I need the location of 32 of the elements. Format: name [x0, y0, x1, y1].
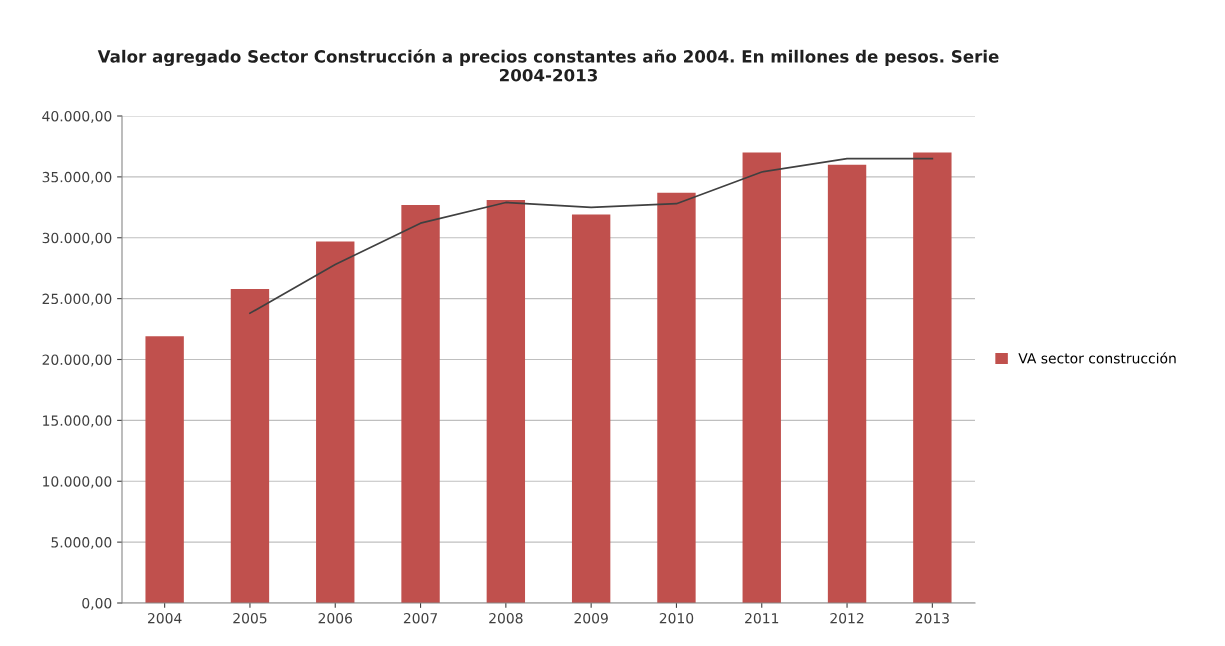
bar	[230, 288, 270, 603]
bar	[827, 164, 867, 603]
x-tick-label: 2011	[745, 612, 779, 624]
y-tick-label: 0,00	[82, 597, 112, 610]
x-tick-label: 2012	[830, 612, 864, 624]
y-tick-label: 10.000,00	[43, 476, 112, 489]
x-tick-label: 2010	[659, 612, 694, 624]
x-tick-label: 2004	[147, 612, 182, 624]
x-tick-label: 2006	[318, 612, 353, 624]
bar	[401, 204, 440, 603]
bar	[486, 200, 526, 603]
y-tick-label: 15.000,00	[43, 415, 112, 428]
bar	[657, 192, 696, 603]
line-series	[249, 157, 934, 315]
x-tick-label: 2005	[233, 612, 267, 624]
x-tick-label: 2013	[915, 612, 949, 624]
bar	[742, 152, 781, 603]
y-tick-label: 40.000,00	[42, 110, 112, 123]
bar	[571, 214, 611, 603]
x-tick-label: 2009	[574, 612, 608, 624]
x-tick-label: 2007	[403, 612, 438, 624]
y-tick-label: 20.000,00	[42, 354, 112, 367]
bar	[913, 152, 952, 603]
bar	[316, 241, 355, 603]
y-tick-label: 25.000,00	[42, 293, 112, 306]
bar	[145, 336, 184, 603]
chart-title: Valor agregado Sector Construcción a precios constantes año 2004. En millones de pesos. Serie 2004-2013	[97, 49, 999, 82]
y-tick-label: 5.000,00	[51, 537, 112, 550]
legend-label: VA sector construcción	[1018, 352, 1176, 364]
y-tick-label: 30.000,00	[42, 232, 112, 245]
x-tick-label: 2008	[489, 612, 523, 624]
y-tick-label: 35.000,00	[42, 171, 112, 184]
